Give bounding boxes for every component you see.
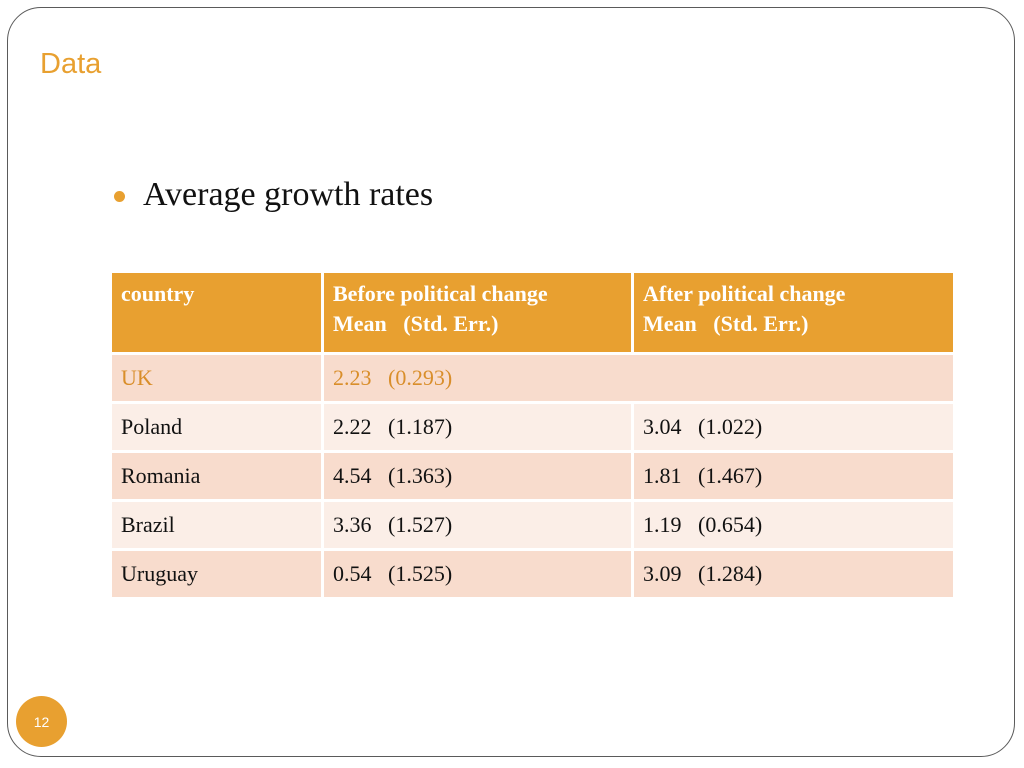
header-after-subtitle: Mean (Std. Err.) bbox=[643, 311, 809, 336]
table-row: Brazil 3.36 (1.527) 1.19 (0.654) bbox=[109, 499, 956, 551]
header-after-title: After political change bbox=[643, 281, 846, 306]
table-row: Poland 2.22 (1.187) 3.04 (1.022) bbox=[109, 401, 956, 453]
growth-rates-table: country Before political change Mean (St… bbox=[109, 270, 956, 600]
header-before-subtitle: Mean (Std. Err.) bbox=[333, 311, 499, 336]
cell-before: 3.36 (1.527) bbox=[321, 499, 634, 551]
header-after: After political change Mean (Std. Err.) bbox=[631, 270, 956, 355]
slide-number-badge: 12 bbox=[16, 696, 67, 747]
table-row: Romania 4.54 (1.363) 1.81 (1.467) bbox=[109, 450, 956, 502]
cell-country: UK bbox=[109, 352, 324, 404]
cell-after: 3.09 (1.284) bbox=[631, 548, 956, 600]
table-header-row: country Before political change Mean (St… bbox=[109, 270, 956, 355]
header-country: country bbox=[109, 270, 324, 355]
cell-after: 3.04 (1.022) bbox=[631, 401, 956, 453]
cell-after: 1.81 (1.467) bbox=[631, 450, 956, 502]
cell-before: 4.54 (1.363) bbox=[321, 450, 634, 502]
cell-after: 1.19 (0.654) bbox=[631, 499, 956, 551]
cell-country: Uruguay bbox=[109, 548, 324, 600]
header-before-title: Before political change bbox=[333, 281, 548, 306]
header-before: Before political change Mean (Std. Err.) bbox=[321, 270, 634, 355]
bullet-item: Average growth rates bbox=[114, 178, 433, 212]
table-row: Uruguay 0.54 (1.525) 3.09 (1.284) bbox=[109, 548, 956, 600]
slide-title: Data bbox=[40, 48, 102, 80]
bullet-text: Average growth rates bbox=[143, 176, 434, 213]
cell-country: Brazil bbox=[109, 499, 324, 551]
cell-uk-value: 2.23 (0.293) bbox=[321, 352, 956, 404]
cell-country: Poland bbox=[109, 401, 324, 453]
bullet-dot-icon bbox=[114, 190, 125, 202]
table-row-uk: UK 2.23 (0.293) bbox=[109, 352, 956, 404]
cell-before: 2.22 (1.187) bbox=[321, 401, 634, 453]
cell-before: 0.54 (1.525) bbox=[321, 548, 634, 600]
cell-country: Romania bbox=[109, 450, 324, 502]
